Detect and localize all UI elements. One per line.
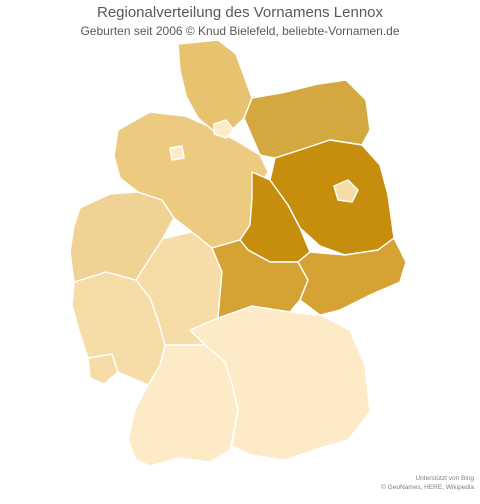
state-bremen[interactable]: [169, 145, 185, 161]
map-credits: Unterstützt von Bing © GeoNames, HERE, W…: [381, 474, 474, 492]
credit-line-bing: Unterstützt von Bing: [415, 475, 474, 482]
state-hamburg[interactable]: [213, 119, 235, 139]
state-berlin[interactable]: [333, 179, 359, 203]
state-schleswig-holstein[interactable]: [177, 39, 253, 133]
credit-line-sources: © GeoNames, HERE, Wikipedia: [381, 484, 474, 491]
map-title: Regionalverteilung des Vornamens Lennox: [96, 4, 384, 21]
state-bayern[interactable]: [189, 305, 371, 461]
state-sachsen[interactable]: [297, 237, 407, 316]
map-subtitle: Geburten seit 2006 © Knud Bielefeld, bel…: [80, 24, 400, 38]
